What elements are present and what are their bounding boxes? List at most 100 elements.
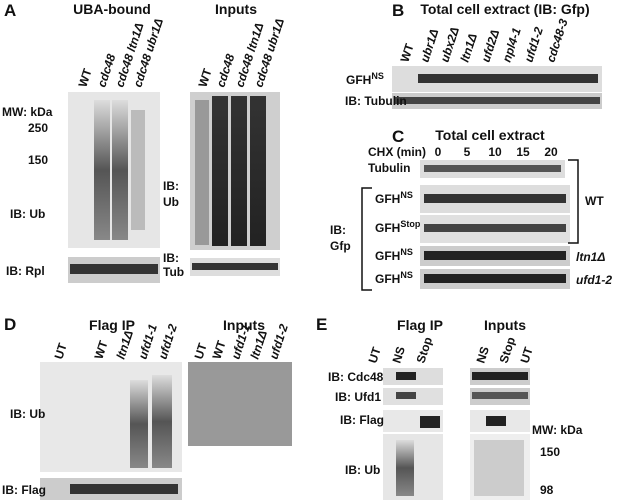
- blot: [188, 362, 292, 446]
- label-sup: NS: [400, 270, 413, 280]
- label: GFHNS: [375, 247, 413, 263]
- panel-letter: E: [316, 315, 327, 334]
- label: WT: [585, 194, 604, 208]
- lane-label: WT: [398, 41, 417, 64]
- label-sup: Stop: [400, 219, 420, 229]
- lane-label: WT: [76, 66, 95, 89]
- panel-letter: C: [392, 127, 404, 146]
- bracket: [568, 159, 579, 244]
- band: [424, 224, 566, 232]
- lane-label: WT: [196, 66, 215, 89]
- label: Ub: [163, 195, 179, 209]
- panel-title: Total cell extract: [435, 127, 545, 143]
- lane-smear: [94, 100, 110, 240]
- label: IB: Cdc48: [328, 370, 384, 384]
- label: IB: Ub: [10, 207, 45, 221]
- panel-title: UBA-bound: [73, 1, 151, 17]
- lane-smear: [231, 96, 247, 246]
- lane-label: NS: [390, 345, 408, 365]
- panel-title: Inputs: [484, 317, 526, 333]
- lane-smear: [131, 110, 145, 230]
- band: [70, 264, 158, 274]
- label: Gfp: [330, 239, 351, 253]
- label: IB: Tubulin: [345, 94, 407, 108]
- lane-label: ltn1Δ: [458, 32, 480, 64]
- label: MW: kDa: [532, 423, 583, 437]
- lane-label: UT: [192, 341, 210, 361]
- lane-label: ufd2Δ: [479, 28, 503, 64]
- panel-title: Inputs: [215, 1, 257, 17]
- band: [472, 392, 528, 399]
- band: [424, 194, 566, 203]
- label: MW: kDa: [2, 105, 53, 119]
- brackets: [361, 159, 579, 291]
- label-base: GFH: [346, 73, 371, 87]
- label: IB: Ub: [10, 407, 45, 421]
- bracket: [361, 187, 372, 291]
- lane-smear: [195, 100, 209, 245]
- label: IB:: [163, 179, 179, 193]
- lane-label: npl4-1: [500, 26, 524, 64]
- band: [486, 416, 506, 426]
- label: IB: Ufd1: [335, 390, 381, 404]
- label-sup: NS: [400, 190, 413, 200]
- band: [424, 251, 566, 260]
- label: IB:: [330, 223, 346, 237]
- lane-label: UT: [518, 345, 536, 365]
- label: Tub: [163, 265, 184, 279]
- lane-label: Stop: [497, 335, 519, 365]
- lane-label: ltn1Δ: [114, 329, 136, 361]
- label: Tubulin: [368, 161, 410, 175]
- label: 5: [464, 145, 471, 159]
- panel-title: Total cell extract (IB: Gfp): [420, 1, 589, 17]
- lane-smear: [474, 440, 524, 496]
- lane-label: UT: [366, 345, 384, 365]
- label: ltn1Δ: [576, 250, 605, 264]
- label: 150: [28, 153, 48, 167]
- blots: [40, 66, 602, 500]
- lane-label: UT: [52, 341, 70, 361]
- panel-letter: B: [392, 1, 404, 20]
- band: [396, 392, 416, 399]
- band: [396, 372, 416, 380]
- lane-smear: [250, 96, 266, 246]
- lane-label: WT: [92, 338, 111, 361]
- band: [424, 274, 566, 283]
- label: GFHNS: [346, 71, 384, 87]
- lane-smear: [212, 96, 228, 246]
- band: [70, 484, 178, 494]
- label: 20: [544, 145, 558, 159]
- lane-label: WT: [210, 338, 229, 361]
- label: 10: [488, 145, 502, 159]
- label-base: GFH: [375, 249, 400, 263]
- label: IB: Ub: [345, 463, 380, 477]
- label: 98: [540, 483, 554, 497]
- lane-label: Stop: [414, 335, 436, 365]
- label-base: GFH: [375, 272, 400, 286]
- band: [420, 416, 440, 428]
- label-sup: NS: [371, 71, 384, 81]
- label: IB: Flag: [340, 413, 384, 427]
- lane-label: ufd1-2: [522, 25, 547, 64]
- label: 15: [516, 145, 530, 159]
- label: IB: Flag: [2, 483, 46, 497]
- label: GFHNS: [375, 190, 413, 206]
- label: IB:: [163, 251, 179, 265]
- lane-label: NS: [474, 345, 492, 365]
- panel-title: Flag IP: [89, 317, 135, 333]
- lane-smear: [152, 375, 172, 468]
- label-base: GFH: [375, 221, 400, 235]
- label: GFHStop: [375, 219, 421, 235]
- panel-letter: D: [4, 315, 16, 334]
- lane-smear: [396, 440, 414, 496]
- label: ufd1-2: [576, 273, 612, 287]
- band: [192, 263, 278, 270]
- label: 0: [435, 145, 442, 159]
- label-base: GFH: [375, 192, 400, 206]
- band: [472, 372, 528, 380]
- label: IB: Rpl: [6, 264, 45, 278]
- band: [418, 74, 598, 83]
- lane-label: ufd1-2: [267, 322, 292, 361]
- band: [424, 165, 561, 172]
